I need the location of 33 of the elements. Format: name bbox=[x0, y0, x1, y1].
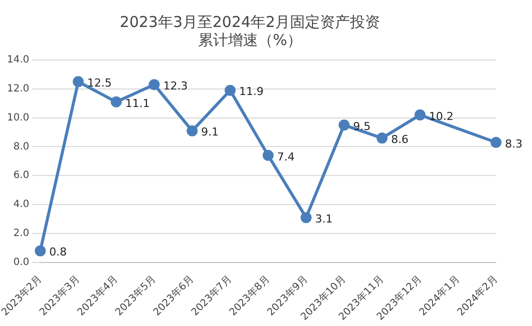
point bbox=[72, 76, 84, 88]
point bbox=[300, 212, 312, 224]
point bbox=[376, 132, 388, 144]
data-label: 9.1 bbox=[201, 126, 219, 139]
y-tick-label: 4.0 bbox=[13, 199, 30, 210]
point bbox=[338, 120, 350, 131]
y-tick-label: 14.0 bbox=[7, 54, 30, 66]
point bbox=[186, 125, 198, 136]
data-label: 7.4 bbox=[277, 150, 295, 164]
y-tick-label: 2.0 bbox=[13, 228, 30, 240]
data-label: 8.6 bbox=[391, 132, 409, 146]
y-tick-label: 12.0 bbox=[7, 84, 30, 95]
point bbox=[224, 84, 236, 96]
point bbox=[262, 150, 274, 161]
data-label: 11.9 bbox=[239, 85, 264, 98]
point bbox=[490, 136, 502, 148]
y-tick-label: 6.0 bbox=[13, 170, 30, 182]
point bbox=[148, 79, 160, 90]
point bbox=[34, 245, 46, 256]
y-tick-label: 8.0 bbox=[13, 141, 30, 152]
data-label: 12.3 bbox=[163, 79, 188, 92]
chart-title: 2023年3月至2024年2月固定资产投资累计增速（%） bbox=[120, 12, 380, 49]
data-label: 8.3 bbox=[505, 137, 522, 150]
y-tick-label: 10.0 bbox=[7, 112, 30, 124]
point bbox=[110, 96, 122, 108]
data-label: 11.1 bbox=[125, 96, 150, 110]
data-label: 3.1 bbox=[315, 212, 333, 226]
data-label: 0.8 bbox=[49, 246, 67, 259]
y-tick-label: 0.0 bbox=[13, 256, 30, 268]
data-label: 10.2 bbox=[429, 110, 454, 123]
data-label: 9.5 bbox=[353, 120, 371, 133]
point bbox=[414, 109, 426, 120]
data-label: 12.5 bbox=[87, 76, 112, 90]
